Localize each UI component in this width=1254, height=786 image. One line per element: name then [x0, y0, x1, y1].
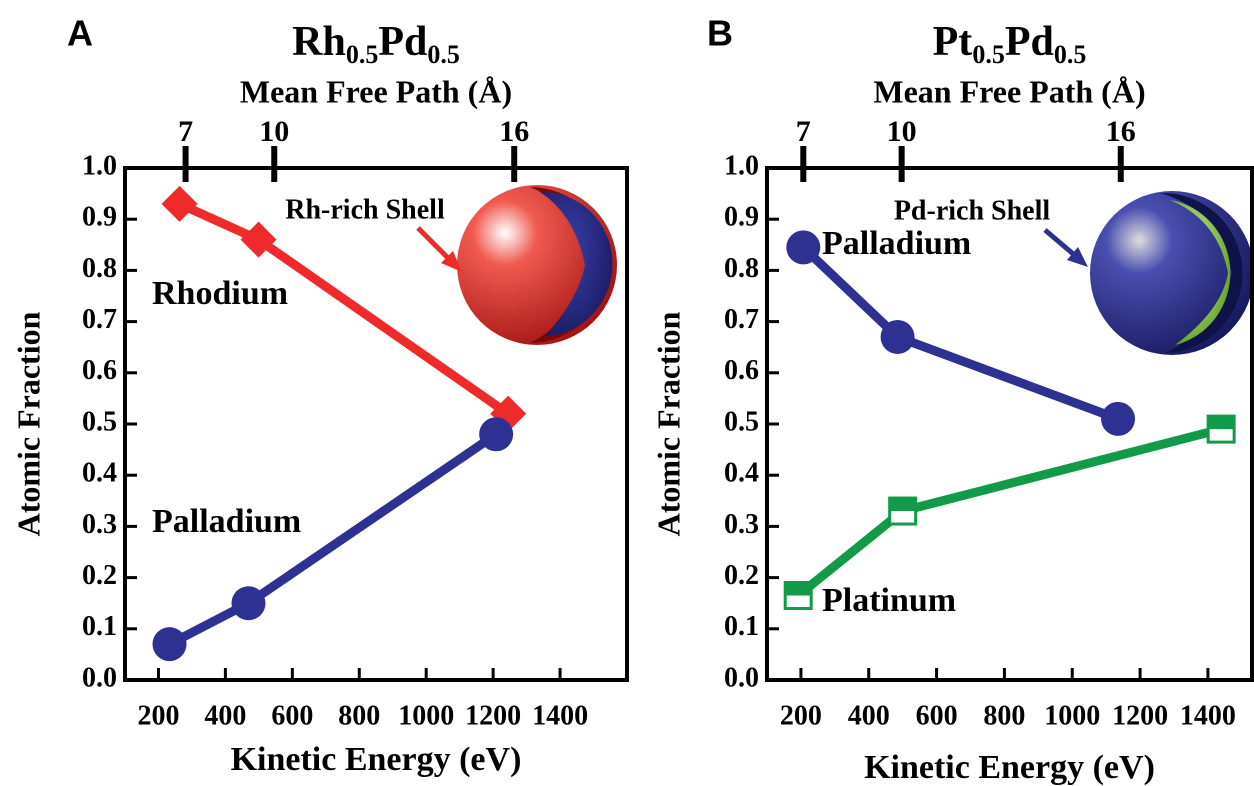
y-tick-label: 0.5 [724, 406, 759, 437]
x-tick-label: 1000 [1044, 700, 1100, 731]
y-tick-label: 0.4 [724, 458, 759, 489]
x-tick-label: 600 [916, 700, 958, 731]
sphere-b [1090, 191, 1254, 355]
marker [1101, 401, 1136, 436]
marker [786, 230, 821, 265]
series-line [800, 244, 1120, 424]
series-label: Platinum [822, 582, 956, 619]
arrow-b [1043, 228, 1088, 267]
series-line [795, 424, 1223, 600]
x-tick-label: 1400 [1180, 700, 1236, 731]
series-label: Palladium [152, 503, 301, 540]
chart-title: Rh0.5Pd0.5 [292, 19, 460, 69]
x-tick-label: 1200 [1112, 700, 1168, 731]
marker [880, 319, 915, 354]
x2-tick-label: 16 [499, 115, 529, 148]
x2-tick-label: 10 [887, 115, 917, 148]
y-tick-label: 0.0 [82, 662, 117, 693]
y-tick-label: 0.9 [82, 202, 117, 233]
sphere-a [457, 185, 617, 345]
x-tick-label: 1200 [465, 700, 521, 731]
y-tick-label: 0.1 [724, 611, 759, 642]
x2-tick-label: 7 [178, 115, 193, 148]
marker-top [1208, 416, 1235, 430]
series-label: Rhodium [152, 275, 288, 312]
marker [152, 627, 187, 662]
x2-tick-label: 7 [796, 115, 811, 148]
y-tick-label: 1.0 [82, 150, 117, 181]
marker [888, 496, 918, 526]
x-axis-label: Kinetic Energy (eV) [231, 741, 522, 778]
title-part: Pd [378, 19, 427, 65]
series-label: Palladium [822, 225, 971, 262]
x-axis-label: Kinetic Energy (eV) [864, 749, 1155, 786]
x-tick-label: 800 [983, 700, 1025, 731]
marker [783, 581, 813, 611]
y-tick-label: 0.3 [82, 509, 117, 540]
x-tick-label: 1000 [398, 700, 454, 731]
marker [240, 221, 277, 258]
y-tick-label: 0.4 [82, 458, 117, 489]
x-tick-label: 800 [338, 700, 380, 731]
x2-tick-label: 16 [1106, 115, 1136, 148]
x2-tick-label: 10 [259, 115, 289, 148]
y-tick-label: 0.7 [724, 304, 759, 335]
x-tick-label: 200 [780, 700, 822, 731]
y-tick-label: 0.8 [724, 253, 759, 284]
x-tick-label: 200 [137, 700, 179, 731]
x-tick-label: 600 [271, 700, 313, 731]
x-tick-label: 400 [848, 700, 890, 731]
y-tick-label: 0.8 [82, 253, 117, 284]
title-subscript: 0.5 [1054, 40, 1087, 69]
y-tick-label: 0.3 [724, 509, 759, 540]
title-part: Pt [933, 19, 973, 65]
annotation: Pd-rich Shell [894, 195, 1051, 226]
y-tick-label: 0.5 [82, 406, 117, 437]
y-tick-label: 0.0 [724, 662, 759, 693]
title-subscript: 0.5 [346, 40, 379, 69]
marker [231, 586, 266, 621]
x-tick-label: 400 [204, 700, 246, 731]
marker [479, 417, 514, 452]
y-tick-label: 0.9 [724, 202, 759, 233]
y-axis-label: Atomic Fraction [10, 311, 46, 536]
y-tick-label: 0.2 [724, 560, 759, 591]
annotation: Rh-rich Shell [285, 194, 445, 225]
arrow-a [416, 226, 462, 272]
y-axis-label: Atomic Fraction [650, 311, 686, 536]
marker [1206, 414, 1236, 444]
marker-top [889, 498, 916, 512]
marker-top [785, 582, 812, 596]
y-tick-label: 0.1 [82, 611, 117, 642]
x-tick-label: 1400 [532, 700, 588, 731]
y-tick-label: 0.2 [82, 560, 117, 591]
x2-axis-label: Mean Free Path (Å) [873, 73, 1145, 109]
marker [161, 185, 198, 222]
title-part: Rh [292, 19, 346, 65]
x2-axis-label: Mean Free Path (Å) [240, 73, 512, 109]
panel-label: B [707, 13, 733, 54]
title-part: Pd [1005, 19, 1054, 65]
title-subscript: 0.5 [972, 40, 1005, 69]
y-tick-label: 0.6 [724, 355, 759, 386]
y-tick-label: 0.7 [82, 304, 117, 335]
title-subscript: 0.5 [427, 40, 460, 69]
y-tick-label: 0.6 [82, 355, 117, 386]
chart-title: Pt0.5Pd0.5 [933, 19, 1087, 69]
panel-label: A [67, 13, 93, 54]
y-tick-label: 1.0 [724, 150, 759, 181]
